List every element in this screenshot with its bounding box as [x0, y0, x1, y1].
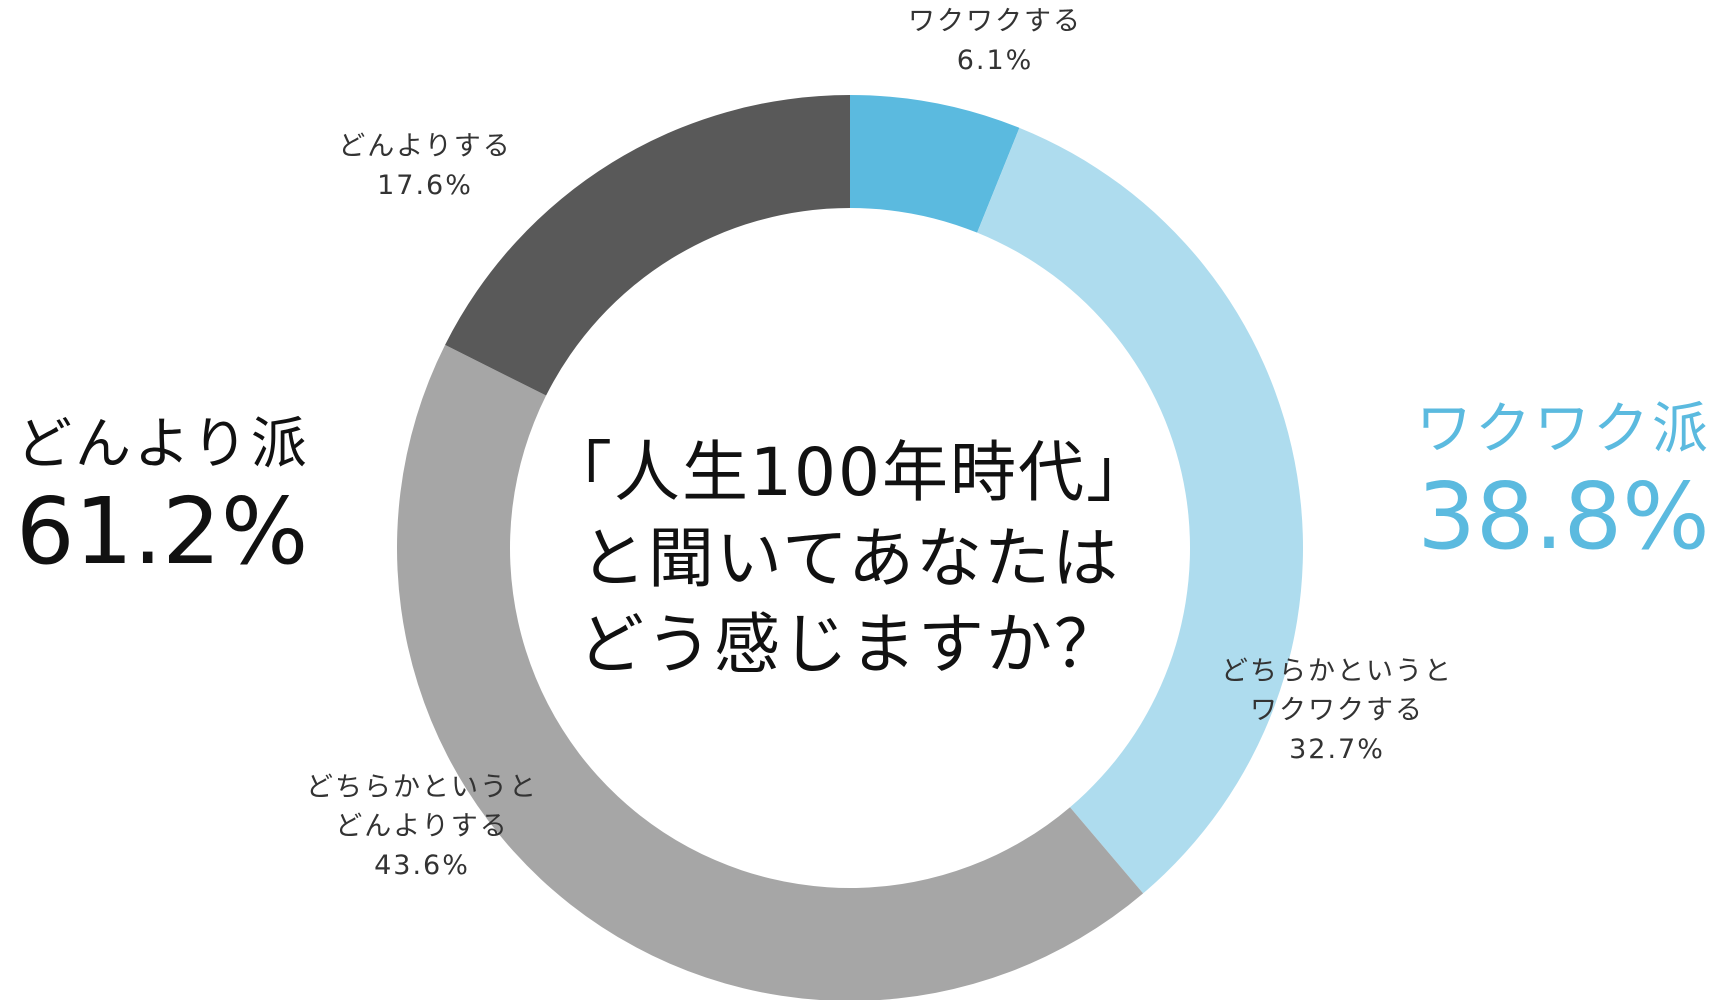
group-label: ワクワク派 38.8% [1416, 395, 1711, 569]
group-label: どんより派 61.2% [16, 410, 310, 584]
segment-name: どちらかというと どんよりする [306, 772, 538, 842]
segment-label: どちらかというと ワクワクする 32.7% [1221, 652, 1453, 769]
segment-name: どんよりする [338, 131, 512, 162]
segment-value: 6.1% [956, 45, 1034, 76]
group-name: ワクワク派 [1416, 397, 1711, 462]
segment-label: どんよりする 17.6% [338, 127, 511, 205]
segment-name: どちらかというと ワクワクする [1221, 656, 1453, 726]
donut-segment [397, 344, 1144, 1000]
donut-segment [850, 95, 1020, 233]
segment-name: ワクワクする [908, 6, 1082, 37]
group-value: 61.2% [16, 478, 309, 585]
segment-value: 32.7% [1289, 734, 1385, 765]
donut-segment [977, 127, 1303, 894]
group-name: どんより派 [16, 412, 310, 477]
donut-segment [445, 95, 850, 396]
segment-label: ワクワクする 6.1% [908, 2, 1082, 80]
segment-value: 43.6% [374, 850, 470, 881]
segment-value: 17.6% [377, 170, 473, 201]
center-text: 「人生100年時代」 と聞いてあなたは どう感じますか？ [546, 434, 1154, 683]
group-value: 38.8% [1417, 463, 1710, 570]
segment-label: どちらかというと どんよりする 43.6% [306, 768, 538, 885]
